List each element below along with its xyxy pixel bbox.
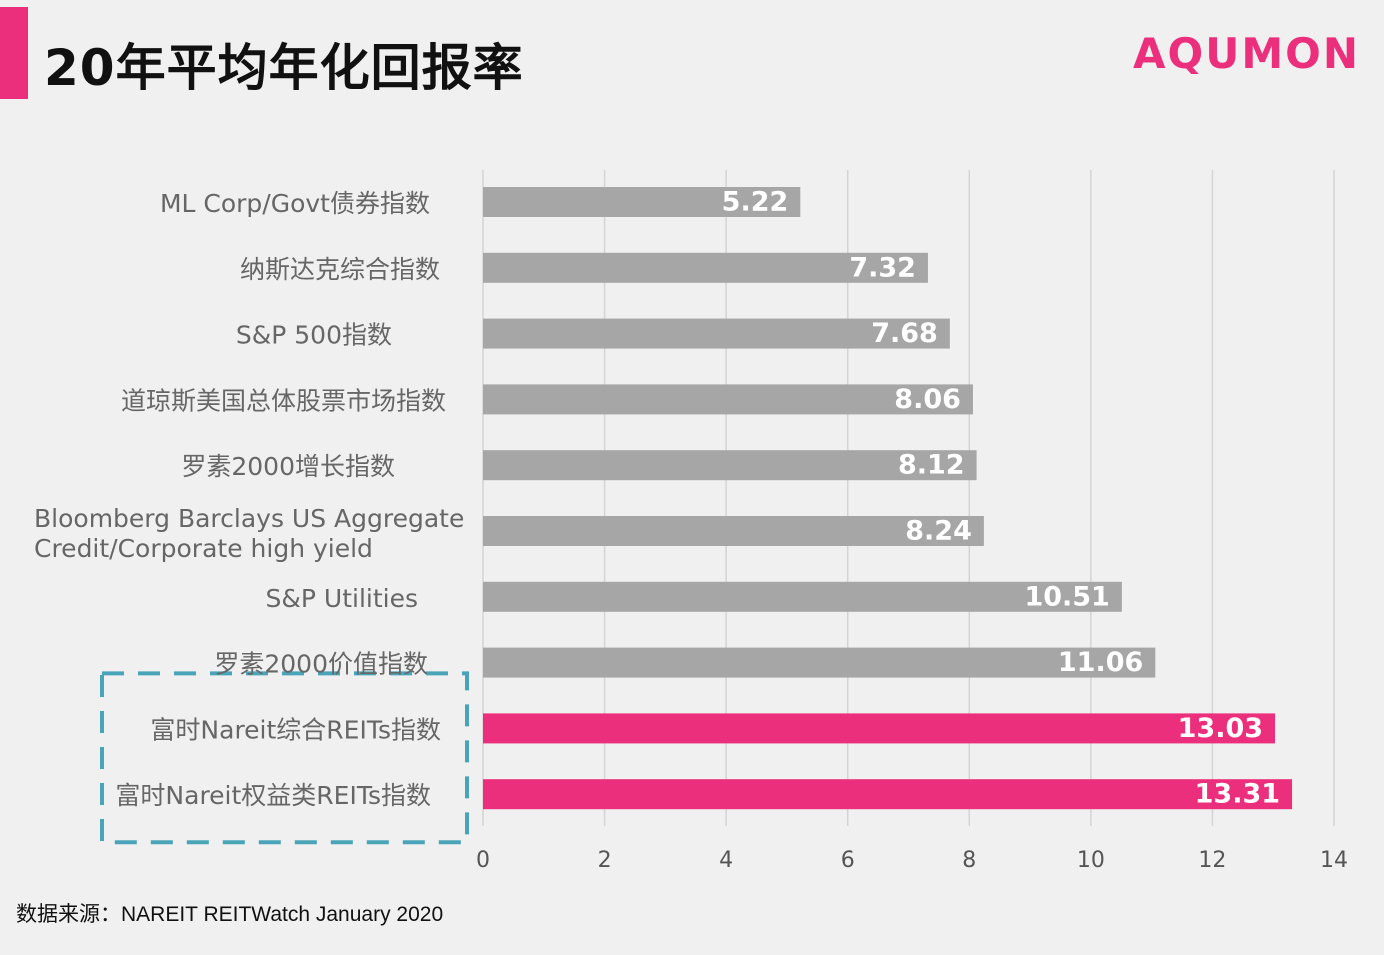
data-source-note: 数据来源：NAREIT REITWatch January 2020 xyxy=(16,903,444,926)
bar-value-label: 8.24 xyxy=(905,516,972,547)
x-tick-label: 14 xyxy=(1320,848,1348,873)
category-label: 富时Nareit综合REITs指数 xyxy=(150,715,441,744)
category-label: S&P Utilities xyxy=(266,584,418,613)
bar xyxy=(483,187,801,217)
bar-value-label: 5.22 xyxy=(722,187,789,218)
category-label: ML Corp/Govt债券指数 xyxy=(160,189,430,218)
bar xyxy=(483,647,1156,678)
bar xyxy=(483,779,1293,810)
bar-value-label: 8.12 xyxy=(898,450,965,481)
x-tick-label: 0 xyxy=(476,848,490,873)
bar-value-label: 13.31 xyxy=(1195,779,1280,810)
x-tick-label: 10 xyxy=(1077,848,1105,873)
highlight-box xyxy=(100,671,469,845)
x-tick-label: 12 xyxy=(1198,848,1226,873)
category-label: Bloomberg Barclays US Aggregate Credit/Co… xyxy=(34,504,464,563)
category-label: 罗素2000增长指数 xyxy=(181,452,395,481)
category-label: S&P 500指数 xyxy=(236,321,392,350)
bar-value-label: 7.32 xyxy=(849,252,916,283)
bar xyxy=(483,581,1122,612)
bar xyxy=(483,450,977,481)
bar xyxy=(483,252,928,283)
title-accent-bar xyxy=(0,7,28,99)
bar xyxy=(483,516,984,546)
x-tick-label: 8 xyxy=(962,848,976,873)
category-label: 富时Nareit权益类REITs指数 xyxy=(115,781,431,810)
bar-value-label: 11.06 xyxy=(1058,647,1143,678)
bar-value-label: 13.03 xyxy=(1178,713,1263,744)
x-tick-label: 2 xyxy=(598,848,612,873)
bar-value-label: 10.51 xyxy=(1024,581,1109,612)
bar-value-label: 7.68 xyxy=(871,318,938,349)
page-title: 20年平均年化回报率 xyxy=(44,39,524,97)
x-tick-label: 6 xyxy=(841,848,855,873)
brand-logo: AQUMON xyxy=(1133,29,1360,78)
category-label: 罗素2000价值指数 xyxy=(214,650,428,679)
bar xyxy=(483,713,1276,744)
category-label: 道琼斯美国总体股票市场指数 xyxy=(121,386,446,415)
category-label: 纳斯达克综合指数 xyxy=(240,255,440,284)
x-tick-label: 4 xyxy=(719,848,733,873)
bar xyxy=(483,384,973,415)
bar xyxy=(483,318,950,349)
bar-value-label: 8.06 xyxy=(894,384,961,415)
